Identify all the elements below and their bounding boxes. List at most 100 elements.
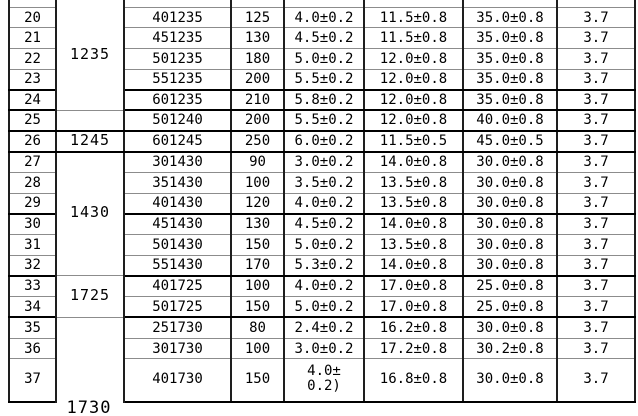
model-cell: 551430 xyxy=(123,255,232,277)
thickness-cell: 4.0±0.2 xyxy=(283,193,365,215)
table-row: 35 251730 80 2.4±0.2 16.2±0.8 30.0±0.8 3.7 xyxy=(8,317,636,402)
table-row: 34 501725 150 5.0±0.2 17.0±0.8 25.0±0.8 3.7 xyxy=(8,296,636,319)
model-cell: 601235 xyxy=(123,89,232,112)
voltage-cell: 3.7 xyxy=(556,338,636,360)
series-group-cell: 1245 xyxy=(55,131,125,153)
model-cell xyxy=(123,0,232,8)
width-cell: 12.0±0.8 xyxy=(363,89,464,112)
width-cell: 12.0±0.8 xyxy=(363,110,464,133)
capacity-cell: 150 xyxy=(230,358,285,403)
length-cell: 30.0±0.8 xyxy=(462,151,558,173)
length-cell: 35.0±0.8 xyxy=(462,27,558,49)
voltage-cell xyxy=(556,0,636,8)
table-row: 24 601235 210 5.8±0.2 12.0±0.8 35.0±0.8 3.7 xyxy=(8,89,636,112)
length-cell: 25.0±0.8 xyxy=(462,275,558,298)
capacity-cell: 200 xyxy=(230,110,285,133)
width-cell: 14.0±0.8 xyxy=(363,151,464,173)
width-cell: 16.2±0.8 xyxy=(363,317,464,339)
model-cell: 401235 xyxy=(123,7,232,29)
capacity-cell: 125 xyxy=(230,7,285,29)
voltage-cell: 3.7 xyxy=(556,275,636,298)
table-row: 33 1725 401725 100 4.0±0.2 17.0±0.8 25.0±0.8 3.… xyxy=(8,275,636,318)
voltage-cell: 3.7 xyxy=(556,296,636,319)
length-cell xyxy=(462,0,558,8)
thickness-cell: 2.4±0.2 xyxy=(283,317,365,339)
voltage-cell: 3.7 xyxy=(556,27,636,49)
table-row: 1235 xyxy=(8,0,636,111)
width-cell: 11.5±0.8 xyxy=(363,27,464,49)
length-cell: 40.0±0.8 xyxy=(462,110,558,133)
thickness-cell: 4.0±0.2 xyxy=(283,7,365,29)
thickness-cell: 3.5±0.2 xyxy=(283,172,365,194)
capacity-cell: 130 xyxy=(230,27,285,49)
voltage-cell: 3.7 xyxy=(556,89,636,112)
voltage-cell: 3.7 xyxy=(556,213,636,236)
width-cell: 14.0±0.8 xyxy=(363,255,464,277)
width-cell: 13.5±0.8 xyxy=(363,193,464,215)
width-cell: 13.5±0.8 xyxy=(363,172,464,194)
table-row: 23 551235 200 5.5±0.2 12.0±0.8 35.0±0.8 3.7 xyxy=(8,69,636,91)
table-row: 25 501240 200 5.5±0.2 12.0±0.8 40.0±0.8 3.7 xyxy=(8,110,636,133)
thickness-cell: 4.5±0.2 xyxy=(283,213,365,236)
row-number-cell: 21 xyxy=(8,27,57,49)
capacity-cell: 100 xyxy=(230,338,285,360)
width-cell: 11.5±0.5 xyxy=(363,131,464,153)
table-row: 31 501430 150 5.0±0.2 13.5±0.8 30.0±0.8 3.7 xyxy=(8,234,636,256)
capacity-cell: 200 xyxy=(230,69,285,91)
thickness-cell: 3.0±0.2 xyxy=(283,151,365,173)
width-cell: 17.2±0.8 xyxy=(363,338,464,360)
model-cell: 451430 xyxy=(123,213,232,236)
width-cell: 17.0±0.8 xyxy=(363,275,464,298)
length-cell: 30.0±0.8 xyxy=(462,213,558,236)
table-row: 30 451430 130 4.5±0.2 14.0±0.8 30.0±0.8 3.7 xyxy=(8,213,636,236)
capacity-cell: 90 xyxy=(230,151,285,173)
row-number-cell: 20 xyxy=(8,7,57,29)
series-group-cell: 1430 xyxy=(55,151,125,277)
model-cell: 501725 xyxy=(123,296,232,319)
capacity-cell: 170 xyxy=(230,255,285,277)
length-cell: 30.0±0.8 xyxy=(462,172,558,194)
capacity-cell: 100 xyxy=(230,172,285,194)
width-cell: 17.0±0.8 xyxy=(363,296,464,319)
model-cell: 301730 xyxy=(123,338,232,360)
length-cell: 30.0±0.8 xyxy=(462,358,558,403)
row-number-cell xyxy=(8,0,57,8)
capacity-cell xyxy=(230,0,285,8)
thickness-cell: 5.3±0.2 xyxy=(283,255,365,277)
capacity-cell: 150 xyxy=(230,296,285,319)
thickness-cell: 5.5±0.2 xyxy=(283,69,365,91)
length-cell: 30.0±0.8 xyxy=(462,255,558,277)
model-cell: 401730 xyxy=(123,358,232,403)
model-cell: 401725 xyxy=(123,275,232,298)
voltage-cell: 3.7 xyxy=(556,193,636,215)
width-cell: 12.0±0.8 xyxy=(363,48,464,70)
voltage-cell: 3.7 xyxy=(556,358,636,403)
row-number-cell: 34 xyxy=(8,296,57,319)
voltage-cell: 3.7 xyxy=(556,131,636,153)
table-row: 20 401235 125 4.0±0.2 11.5±0.8 35.0±0.8 3.7 xyxy=(8,7,636,29)
row-number-cell: 26 xyxy=(8,131,57,153)
series-group-cell xyxy=(55,110,125,133)
length-cell: 30.0±0.8 xyxy=(462,234,558,256)
series-group-cell: 1725 xyxy=(55,275,125,318)
thickness-cell: 4.0±0.2 xyxy=(283,275,365,298)
row-number-cell: 36 xyxy=(8,338,57,360)
voltage-cell: 3.7 xyxy=(556,151,636,173)
row-number-cell: 27 xyxy=(8,151,57,173)
thickness-cell: 5.0±0.2 xyxy=(283,234,365,256)
model-cell: 301430 xyxy=(123,151,232,173)
battery-spec-table: 1235 20 401235 125 4.0±0.2 11.5±0.8 35.0±0.8 3.… xyxy=(8,0,636,403)
length-cell: 35.0±0.8 xyxy=(462,48,558,70)
width-cell: 13.5±0.8 xyxy=(363,234,464,256)
width-cell: 14.0±0.8 xyxy=(363,213,464,236)
voltage-cell: 3.7 xyxy=(556,110,636,133)
length-cell: 45.0±0.5 xyxy=(462,131,558,153)
model-cell: 551235 xyxy=(123,69,232,91)
row-number-cell: 35 xyxy=(8,317,57,339)
thickness-cell: 5.5±0.2 xyxy=(283,110,365,133)
row-number-cell: 37 xyxy=(8,358,57,403)
row-number-cell: 29 xyxy=(8,193,57,215)
row-number-cell: 31 xyxy=(8,234,57,256)
row-number-cell: 33 xyxy=(8,275,57,298)
capacity-cell: 180 xyxy=(230,48,285,70)
